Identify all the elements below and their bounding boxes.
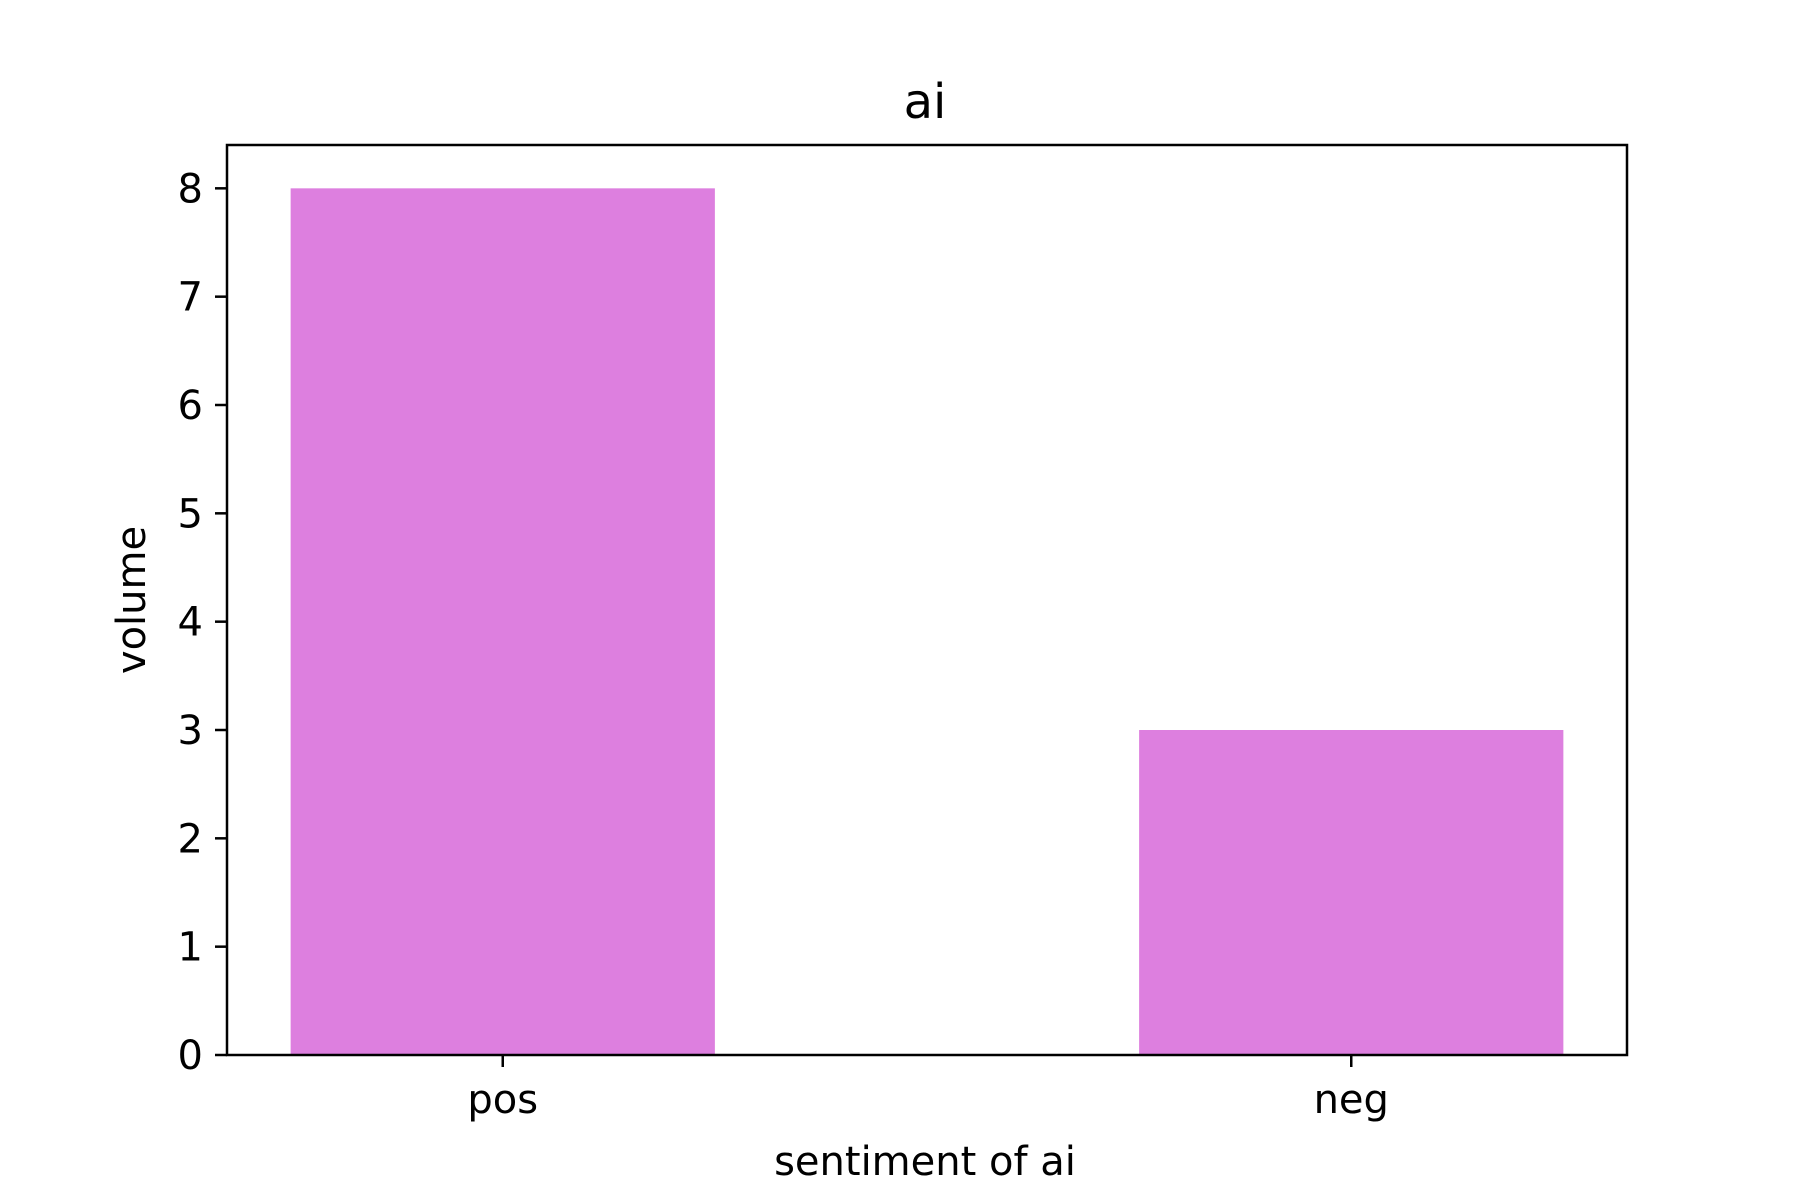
bar-pos [290,188,715,1056]
x-axis: pos neg [467,1055,1389,1123]
y-tick-label-3: 3 [178,708,203,754]
y-axis: 0 1 2 3 4 5 6 7 8 [178,166,227,1079]
x-tick-label-pos: pos [467,1077,538,1123]
y-axis-title: volume [109,526,155,674]
bar-neg [1139,730,1564,1055]
y-tick-label-6: 6 [178,383,203,429]
y-tick-label-2: 2 [178,816,203,862]
bars-group [290,188,1564,1056]
y-tick-label-8: 8 [178,166,203,212]
y-tick-label-7: 7 [178,275,203,321]
x-axis-title: sentiment of ai [774,1139,1076,1185]
y-tick-label-1: 1 [178,925,203,971]
y-tick-label-5: 5 [178,491,203,537]
y-tick-label-4: 4 [178,600,203,646]
plot-frame [225,143,1629,1057]
chart-title: ai [904,74,947,130]
x-tick-label-neg: neg [1314,1077,1389,1123]
y-tick-label-0: 0 [178,1033,203,1079]
